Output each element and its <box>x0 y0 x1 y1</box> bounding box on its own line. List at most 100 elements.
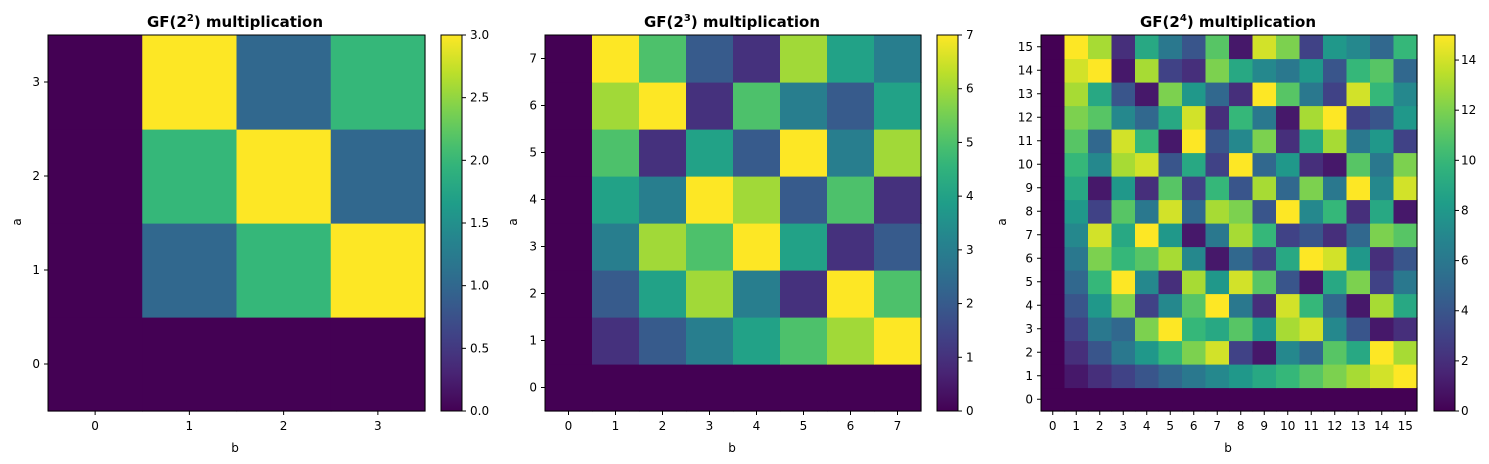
heatmap-cell <box>1299 317 1324 342</box>
y-tick-label: 0 <box>32 357 40 371</box>
heatmap-cell <box>1158 270 1183 295</box>
heatmap-cell <box>1205 82 1230 107</box>
heatmap-cell <box>1252 317 1277 342</box>
heatmap-cell <box>1064 105 1089 130</box>
colorbar-tick-label: 7 <box>966 28 974 42</box>
heatmap-cell <box>1182 176 1207 201</box>
colorbar-gradient <box>440 34 463 412</box>
heatmap-cell <box>1393 199 1418 224</box>
heatmap-cell <box>1064 176 1089 201</box>
heatmap-cell <box>1135 105 1160 130</box>
heatmap-cell <box>1370 199 1395 224</box>
y-tick-label: 10 <box>1018 157 1033 171</box>
heatmap-cells <box>545 35 922 412</box>
heatmap-cell <box>1041 176 1066 201</box>
heatmap-cell <box>1158 246 1183 271</box>
heatmap-cell <box>1064 58 1089 83</box>
y-tick-label: 4 <box>1025 298 1033 312</box>
heatmap-cell <box>545 270 593 318</box>
heatmap-cell <box>733 129 781 177</box>
x-tick-label: 9 <box>1260 419 1268 433</box>
heatmap-cell <box>1041 293 1066 318</box>
colorbar: 0 1 2 3 4 5 6 7 <box>936 28 974 418</box>
y-tick-label: 0 <box>1025 392 1033 406</box>
y-tick-label: 1 <box>1025 369 1033 383</box>
heatmap-cell <box>1346 82 1371 107</box>
heatmap-cell <box>827 364 875 412</box>
heatmap-cell <box>1370 246 1395 271</box>
heatmap-cell <box>1041 129 1066 154</box>
colorbar-tick-label: 4 <box>1461 304 1469 318</box>
heatmap-cell <box>1088 129 1113 154</box>
heatmap-cell <box>1393 293 1418 318</box>
heatmap-cell <box>733 364 781 412</box>
heatmap-cell <box>1299 199 1324 224</box>
heatmap-cell <box>1370 35 1395 60</box>
heatmap-cell <box>639 223 687 271</box>
heatmap-cell <box>639 176 687 224</box>
heatmap-cell <box>1229 105 1254 130</box>
heatmap-cell <box>1276 246 1301 271</box>
heatmap-cell <box>330 223 426 318</box>
heatmap-cell <box>1323 364 1348 389</box>
heatmap-cell <box>1276 223 1301 248</box>
heatmap-cell <box>1088 364 1113 389</box>
heatmap-cell <box>1111 223 1136 248</box>
colorbar-tick-label: 2.0 <box>470 153 489 167</box>
heatmap-cell <box>1135 35 1160 60</box>
heatmap-cell <box>686 176 734 224</box>
heatmap-cell <box>874 129 922 177</box>
heatmap-cell <box>874 317 922 365</box>
heatmap-cell <box>1346 176 1371 201</box>
heatmap-cell <box>1158 176 1183 201</box>
y-tick-label: 6 <box>529 99 537 113</box>
heatmap-cell <box>1041 270 1066 295</box>
heatmap-cell <box>1182 340 1207 365</box>
heatmap-cell <box>1205 129 1230 154</box>
chart-title: GF(24) multiplication <box>1140 13 1316 31</box>
heatmap-cell <box>1323 58 1348 83</box>
x-tick-label: 7 <box>1213 419 1221 433</box>
y-tick-label: 2 <box>529 287 537 301</box>
heatmap-cell <box>827 82 875 130</box>
heatmap-cell <box>1041 105 1066 130</box>
heatmap-cell <box>1393 270 1418 295</box>
heatmap-cell <box>1205 35 1230 60</box>
heatmap-cell <box>1182 58 1207 83</box>
heatmap-cell <box>874 270 922 318</box>
heatmap-cell <box>1064 293 1089 318</box>
heatmap-cell <box>780 35 828 83</box>
heatmap-cell <box>592 82 640 130</box>
colorbar-tick-label: 14 <box>1461 53 1476 67</box>
y-tick-label: 15 <box>1018 40 1033 54</box>
heatmap-cell <box>1158 364 1183 389</box>
heatmap-cell <box>1205 293 1230 318</box>
heatmap-cell <box>1393 364 1418 389</box>
heatmap-cell <box>1041 317 1066 342</box>
heatmap-cell <box>1111 340 1136 365</box>
heatmap-cell <box>1135 58 1160 83</box>
colorbar-tick-label: 6 <box>1461 254 1469 268</box>
heatmap-cell <box>1370 129 1395 154</box>
heatmap-cell <box>1229 176 1254 201</box>
heatmap-cell <box>827 317 875 365</box>
heatmap-cell <box>1041 340 1066 365</box>
y-axis-ticks: 0 1 2 3 4 5 6 7 <box>529 52 545 395</box>
heatmap-cell <box>1088 35 1113 60</box>
heatmap-cell <box>1229 58 1254 83</box>
heatmap-cell <box>1393 176 1418 201</box>
colorbar-tick-label: 0 <box>966 404 974 418</box>
colorbar-tick-label: 0.0 <box>470 404 489 418</box>
x-tick-label: 10 <box>1280 419 1295 433</box>
heatmap-cell <box>1111 176 1136 201</box>
colorbar-tick-label: 0 <box>1461 404 1469 418</box>
heatmap-cell <box>48 317 143 412</box>
heatmap-cell <box>1135 317 1160 342</box>
heatmap-cell <box>1088 387 1113 412</box>
heatmap-cells <box>1041 35 1418 412</box>
colorbar-tick-label: 10 <box>1461 153 1476 167</box>
heatmap-cell <box>1041 35 1066 60</box>
x-tick-label: 6 <box>847 419 855 433</box>
heatmap-cell <box>1370 105 1395 130</box>
x-tick-label: 2 <box>280 419 288 433</box>
